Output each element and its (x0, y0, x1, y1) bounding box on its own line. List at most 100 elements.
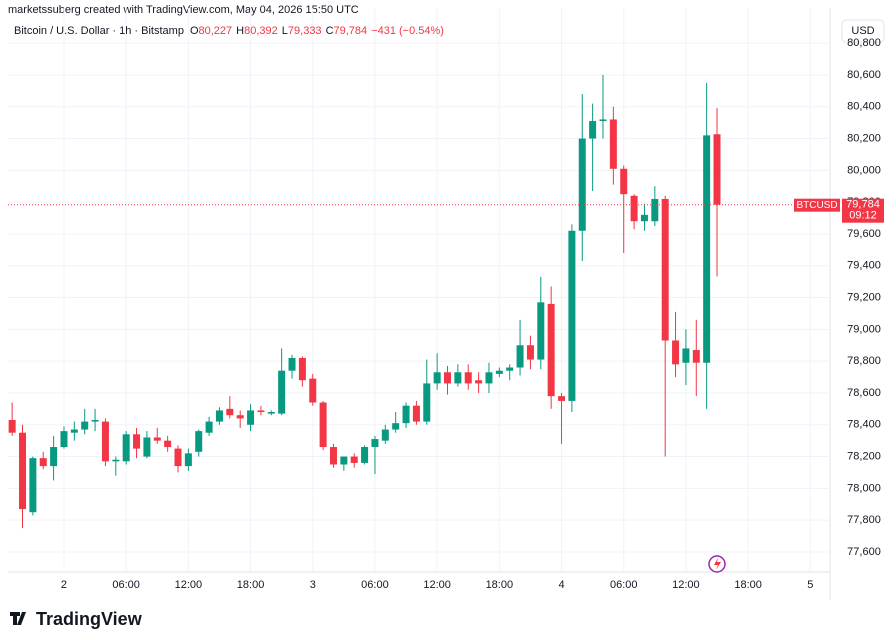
candle-body (381, 429, 389, 441)
y-tick-label: 78,800 (847, 355, 881, 367)
brand-logo: TradingView (10, 609, 143, 629)
candle-body (692, 350, 700, 363)
candle-body (39, 458, 47, 467)
candle-body (153, 437, 161, 441)
y-tick-label: 80,000 (847, 164, 881, 176)
candle-body (247, 410, 255, 425)
symbol-tag (794, 198, 840, 212)
candle-body (506, 367, 514, 371)
candle-body (526, 345, 534, 360)
candle-body (226, 408, 234, 416)
candle-body (703, 135, 711, 363)
candle-body (319, 402, 327, 448)
candle-body (464, 372, 472, 384)
candle-body (558, 396, 566, 401)
legend-key: O (190, 25, 199, 37)
candle-body (412, 405, 420, 422)
y-tick-label: 77,600 (847, 546, 881, 558)
currency-button[interactable] (841, 19, 885, 43)
y-tick-label: 79,400 (847, 260, 881, 272)
candle-body (350, 456, 358, 463)
symbol-tag-text: BTCUSD (796, 200, 837, 211)
brand-name: TradingView (36, 609, 143, 629)
event-bolt (714, 558, 721, 570)
candle-body (682, 348, 690, 363)
candle-body (402, 405, 410, 424)
price-tag-text: 79,784 (846, 199, 880, 211)
price-tag (842, 198, 884, 223)
candle-body (143, 437, 151, 457)
candle-body (195, 431, 203, 452)
candle-body (205, 421, 213, 433)
candle-body (309, 378, 317, 403)
x-tick-label: 18:00 (486, 579, 514, 591)
y-tick-label: 78,400 (847, 419, 881, 431)
candle-body (392, 423, 400, 430)
x-tick-label: 06:00 (112, 579, 140, 591)
candle-body (713, 134, 721, 205)
candle-body (640, 214, 648, 222)
candle-body (568, 230, 576, 401)
candle-body (278, 370, 286, 414)
candle-body (91, 419, 99, 422)
candle-body (184, 453, 192, 467)
candle-body (444, 372, 452, 384)
candle-body (122, 434, 130, 462)
x-tick-label: 12:00 (672, 579, 700, 591)
candle-body (8, 419, 16, 433)
y-tick-label: 77,800 (847, 514, 881, 526)
candle-body (651, 198, 659, 222)
countdown-text: 09:12 (849, 210, 877, 222)
candle-body (609, 119, 617, 169)
candle-body (485, 372, 493, 384)
x-tick-label: 12:00 (175, 579, 203, 591)
legend-key: L (282, 25, 288, 37)
candle-body (236, 415, 244, 419)
candle-body (475, 380, 483, 384)
candle-body (174, 448, 182, 467)
candle-body (267, 412, 275, 414)
candle-body (215, 410, 223, 422)
legend-symbol: Bitcoin / U.S. Dollar · 1h · Bitstamp (14, 25, 184, 37)
y-tick-label: 79,200 (847, 291, 881, 303)
candle-body (423, 383, 431, 422)
x-tick-label: 06:00 (361, 579, 389, 591)
legend-key: H (236, 25, 244, 37)
x-tick-label: 06:00 (610, 579, 638, 591)
candle-body (589, 121, 597, 139)
candle-body (60, 431, 68, 448)
candle-body (661, 198, 669, 341)
candle-body (133, 434, 141, 449)
candle-body (288, 357, 296, 371)
x-tick-label: 18:00 (734, 579, 762, 591)
candle-body (433, 372, 441, 384)
y-tick-label: 79,000 (847, 323, 881, 335)
candle-body (630, 195, 638, 222)
x-tick-label: 18:00 (237, 579, 265, 591)
legend-value: 80,227 (199, 25, 233, 37)
candle-body (547, 303, 555, 397)
candle-body (70, 429, 78, 433)
y-tick-label: 79,600 (847, 228, 881, 240)
logo-mark (10, 612, 26, 625)
candle-body (29, 458, 37, 513)
x-tick-label: 4 (558, 579, 564, 591)
y-tick-label: 80,600 (847, 69, 881, 81)
legend-value: 79,784 (334, 25, 368, 37)
candle-body (257, 410, 265, 413)
candle-body (329, 447, 337, 465)
candle-body (371, 439, 379, 448)
currency-label[interactable]: USD (851, 25, 874, 37)
y-tick-label: 80,800 (847, 37, 881, 49)
y-tick-label: 80,200 (847, 132, 881, 144)
legend-value: 80,392 (244, 25, 278, 37)
x-tick-label: 2 (61, 579, 67, 591)
credit: marketssuberg created with TradingView.c… (8, 4, 359, 16)
candle-body (672, 340, 680, 365)
y-tick-label: 78,000 (847, 482, 881, 494)
candle-body (101, 421, 109, 462)
candle-body (516, 345, 524, 368)
y-tick-label: 78,200 (847, 450, 881, 462)
